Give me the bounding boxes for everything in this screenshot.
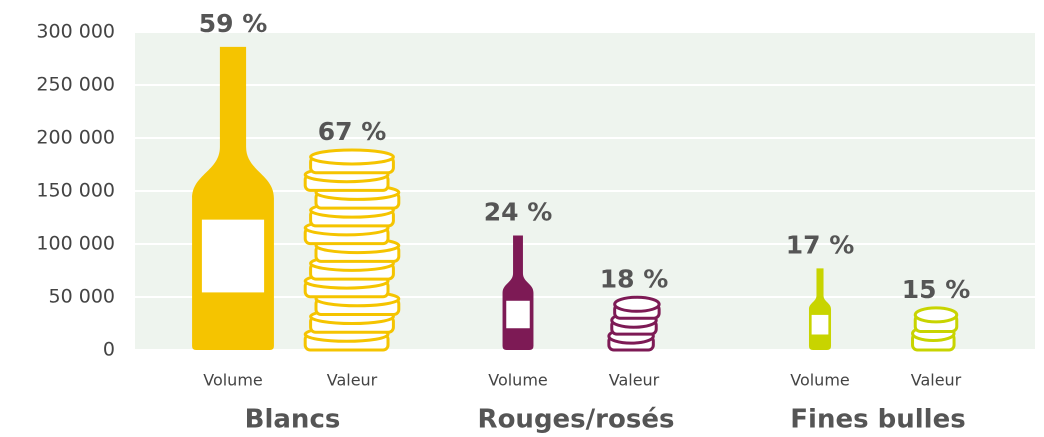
y-tick-label: 50 000 [49,286,115,308]
category-label: Blancs [245,405,341,435]
coin-face [615,297,659,311]
coin-stack-bar [913,308,957,350]
series-label: Volume [488,371,548,390]
coin-stack-bar [609,297,659,350]
series-label: Valeur [911,371,962,390]
y-tick-label: 100 000 [36,233,115,255]
coin-face [311,150,394,164]
y-tick-label: 0 [103,339,115,361]
y-tick-label: 200 000 [36,127,115,149]
y-tick-label: 250 000 [36,74,115,96]
series-label: Valeur [609,371,660,390]
share-label: 17 % [786,230,855,259]
bottle-label [506,301,529,328]
bottle-label [812,315,829,335]
y-tick-label: 300 000 [36,21,115,43]
category-label: Fines bulles [790,405,965,435]
share-label: 18 % [600,264,669,293]
y-tick-label: 150 000 [36,180,115,202]
share-label: 15 % [902,275,971,304]
series-label: Volume [790,371,850,390]
coin-face [915,308,957,322]
share-label: 67 % [318,117,387,146]
bottle-label [202,220,264,293]
category-label: Rouges/rosés [478,405,675,435]
chart: 0 50 000 100 000 150 000 200 000 250 000 300 0… [0,0,1044,437]
series-label: Valeur [327,371,378,390]
share-label: 24 % [484,198,553,227]
share-label: 59 % [199,9,268,38]
coin-stack-bar [305,150,399,350]
series-label: Volume [203,371,263,390]
